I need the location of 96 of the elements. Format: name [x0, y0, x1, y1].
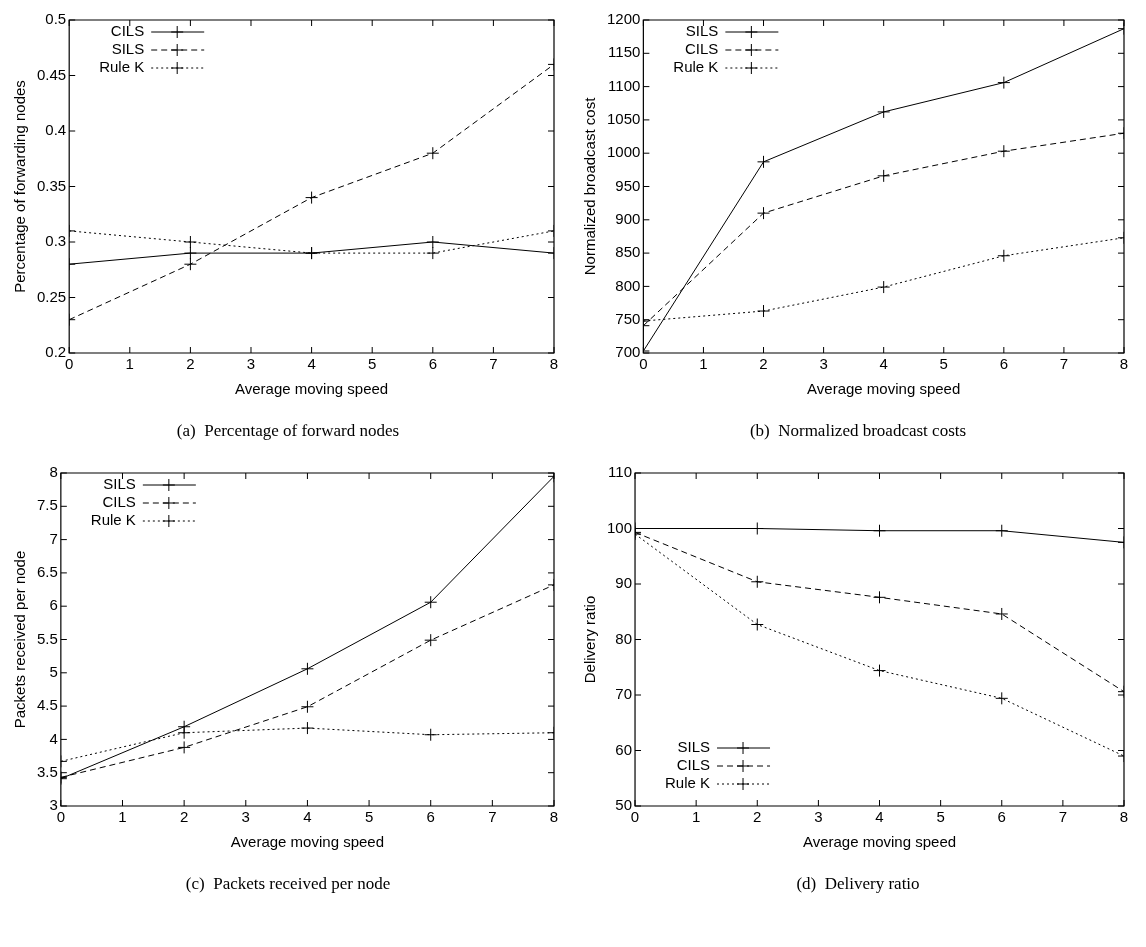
x-axis-title: Average moving speed: [230, 833, 385, 851]
x-tick-label: 2: [179, 808, 189, 826]
legend-label: CILS: [110, 22, 145, 40]
x-tick-label: 8: [1119, 808, 1129, 826]
x-tick-label: 3: [246, 355, 256, 373]
y-axis-title: Normalized broadcast cost: [581, 96, 599, 276]
y-tick-label: 0.25: [36, 287, 67, 305]
legend-label: SILS: [685, 22, 719, 40]
x-tick-label: 2: [186, 355, 195, 373]
x-tick-label: 2: [753, 808, 762, 826]
y-tick-label: 750: [615, 309, 641, 327]
y-tick-label: 700: [615, 343, 641, 361]
x-axis-title: Average moving speed: [235, 380, 389, 398]
x-tick-label: 1: [691, 808, 701, 826]
x-axis-title: Average moving speed: [807, 380, 961, 398]
x-tick-label: 4: [875, 808, 884, 826]
x-tick-label: 4: [303, 808, 312, 826]
x-tick-label: 4: [307, 355, 316, 373]
x-tick-label: 7: [488, 808, 497, 826]
y-tick-label: 110: [608, 463, 633, 481]
y-tick-label: 100: [607, 518, 633, 536]
y-tick-label: 4.5: [36, 696, 58, 714]
y-tick-label: 1150: [608, 43, 641, 61]
y-tick-label: 50: [615, 796, 633, 814]
legend-label: CILS: [102, 493, 136, 511]
y-tick-label: 0.5: [45, 10, 67, 28]
x-tick-label: 7: [1059, 355, 1069, 373]
x-tick-label: 6: [428, 355, 437, 373]
text: (b) Normalized broadcast costs: [749, 421, 967, 441]
y-tick-label: 3: [49, 796, 58, 814]
x-tick-label: 3: [814, 808, 823, 826]
x-axis-title: Average moving speed: [802, 833, 957, 851]
x-tick-label: 5: [939, 355, 948, 373]
x-tick-label: 1: [118, 808, 127, 826]
x-tick-label: 6: [997, 808, 1006, 826]
y-tick-label: 8: [49, 463, 58, 481]
y-tick-label: 0.35: [36, 176, 67, 194]
y-tick-label: 6.5: [36, 563, 58, 581]
y-tick-label: 900: [615, 209, 641, 227]
y-tick-label: 1200: [606, 10, 641, 28]
x-tick-label: 8: [549, 355, 559, 373]
y-tick-label: 0.45: [36, 65, 67, 83]
x-tick-label: 0: [65, 355, 74, 373]
text: (c) Packets received per node: [185, 874, 391, 894]
x-tick-label: 3: [819, 355, 828, 373]
y-tick-label: 3.5: [36, 762, 58, 780]
text: (a) Percentage of forward nodes: [176, 421, 400, 441]
x-tick-label: 3: [241, 808, 250, 826]
x-tick-label: 8: [1119, 355, 1129, 373]
y-tick-label: 1050: [606, 110, 641, 128]
x-tick-label: 6: [426, 808, 435, 826]
y-tick-label: 7.5: [36, 496, 58, 514]
x-tick-label: 5: [368, 355, 377, 373]
x-tick-label: 4: [879, 355, 888, 373]
legend-label: Rule K: [673, 58, 719, 76]
x-tick-label: 7: [1058, 808, 1068, 826]
y-tick-label: 60: [615, 740, 633, 758]
y-tick-label: 1000: [606, 143, 641, 161]
x-tick-label: 2: [759, 355, 768, 373]
y-tick-label: 90: [615, 574, 633, 592]
y-tick-label: 7: [49, 529, 58, 547]
legend-label: Rule K: [90, 511, 136, 529]
y-tick-label: 80: [615, 629, 633, 647]
x-tick-label: 5: [936, 808, 945, 826]
x-tick-label: 5: [364, 808, 374, 826]
legend-label: SILS: [111, 40, 145, 58]
y-tick-label: 6: [49, 596, 58, 614]
legend-label: SILS: [103, 475, 136, 493]
y-tick-label: 0.3: [45, 232, 67, 250]
y-tick-label: 800: [615, 276, 641, 294]
x-tick-label: 0: [630, 808, 640, 826]
y-axis-title: Delivery ratio: [581, 595, 599, 684]
x-tick-label: 1: [699, 355, 708, 373]
y-tick-label: 70: [615, 685, 633, 703]
y-axis-title: Packets received per node: [11, 550, 29, 729]
x-tick-label: 6: [999, 355, 1009, 373]
legend-label: Rule K: [665, 774, 711, 792]
legend-label: CILS: [685, 40, 719, 58]
legend-label: CILS: [676, 756, 711, 774]
y-tick-label: 1100: [608, 76, 641, 94]
y-tick-label: 5: [49, 662, 58, 680]
y-tick-label: 0.2: [45, 343, 67, 361]
x-tick-label: 8: [549, 808, 559, 826]
y-tick-label: 4: [49, 729, 58, 747]
x-tick-label: 0: [639, 355, 648, 373]
legend-label: SILS: [677, 738, 711, 756]
y-tick-label: 5.5: [36, 629, 58, 647]
legend-label: Rule K: [99, 58, 145, 76]
y-tick-label: 950: [615, 176, 641, 194]
x-tick-label: 0: [56, 808, 66, 826]
y-tick-label: 850: [615, 243, 641, 261]
x-tick-label: 1: [125, 355, 134, 373]
x-tick-label: 7: [489, 355, 498, 373]
y-tick-label: 0.4: [45, 121, 67, 139]
y-axis-title: Percentage of forwarding nodes: [11, 80, 29, 293]
text: (d) Delivery ratio: [796, 874, 920, 894]
